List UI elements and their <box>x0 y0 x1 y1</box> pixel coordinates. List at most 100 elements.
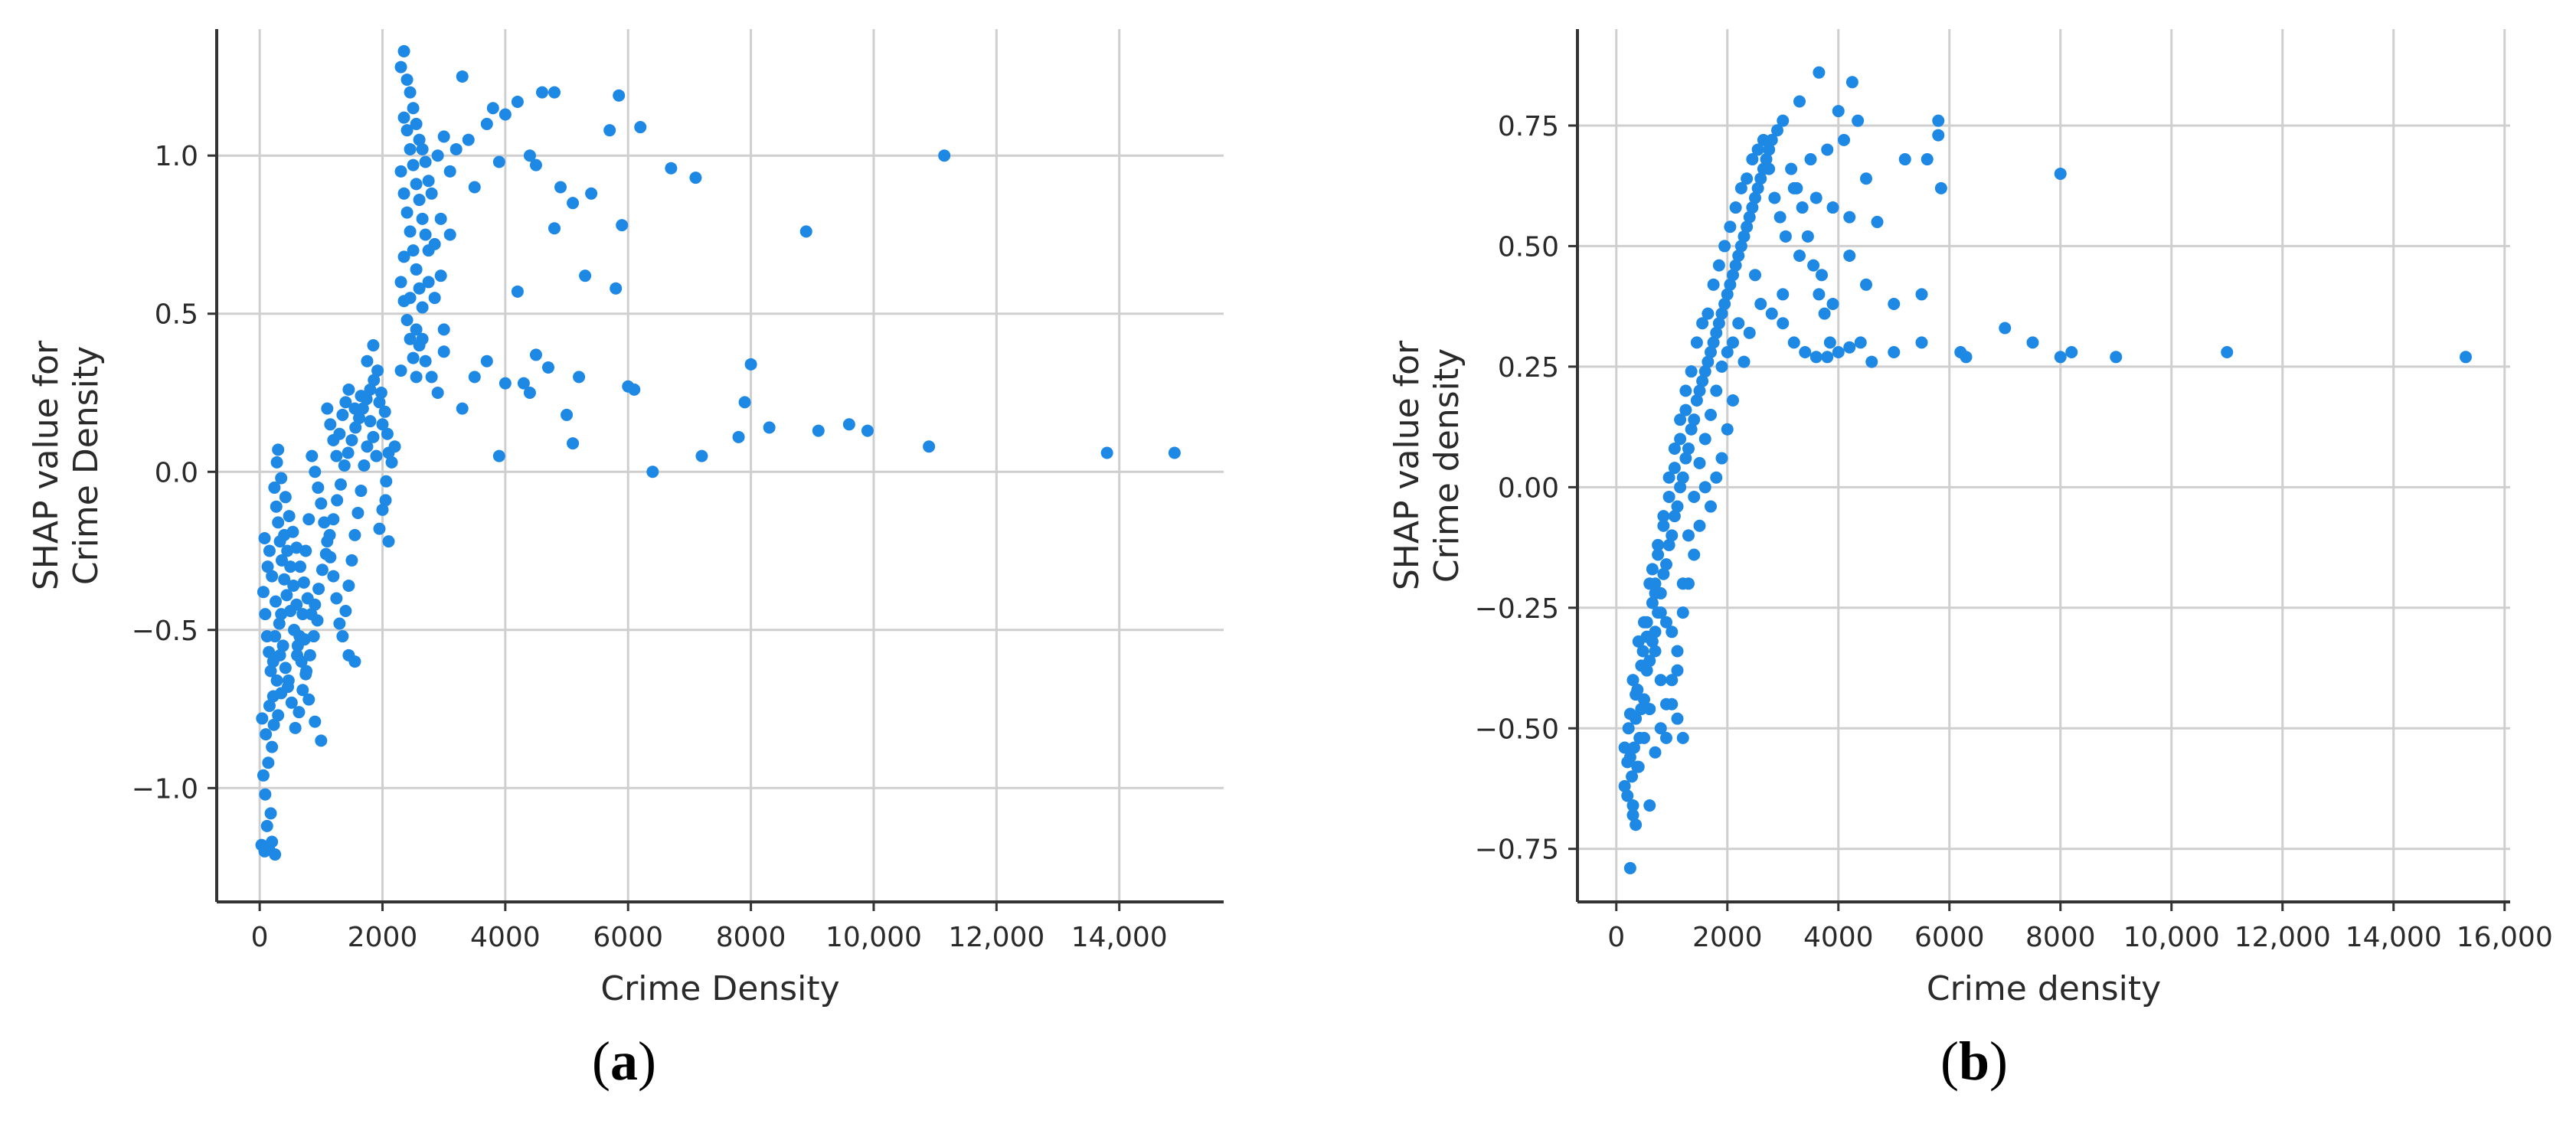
data-point <box>371 364 384 377</box>
data-point <box>258 532 271 544</box>
data-point <box>2054 167 2067 180</box>
data-point <box>1813 66 1826 79</box>
data-point <box>1754 172 1767 185</box>
data-point <box>413 194 426 207</box>
data-point <box>923 440 936 453</box>
data-point <box>345 554 358 567</box>
data-point <box>1660 616 1672 629</box>
data-point <box>361 354 374 368</box>
data-point <box>358 459 371 472</box>
data-point <box>529 348 542 361</box>
data-point <box>324 418 337 431</box>
data-point <box>284 560 297 573</box>
data-point <box>799 225 812 238</box>
data-point <box>394 276 407 289</box>
data-point <box>342 383 355 396</box>
data-point <box>270 500 283 513</box>
data-point <box>1932 114 1945 127</box>
data-point <box>1854 336 1867 349</box>
data-point <box>1757 133 1770 146</box>
data-point <box>1698 433 1711 446</box>
data-point <box>1826 298 1839 311</box>
data-point <box>378 405 391 418</box>
data-point <box>1707 278 1720 291</box>
data-point <box>603 124 616 137</box>
data-point <box>1777 288 1790 301</box>
data-point <box>541 361 554 374</box>
x-tick-label: 12,000 <box>2234 922 2331 953</box>
data-point <box>397 44 410 57</box>
data-point <box>1843 211 1856 224</box>
x-tick-label: 6000 <box>593 922 663 953</box>
data-point <box>266 740 279 753</box>
data-point <box>279 662 292 675</box>
data-point <box>535 86 548 99</box>
data-point <box>634 121 647 134</box>
data-point <box>1621 756 1634 769</box>
data-point <box>333 617 346 630</box>
data-point <box>1718 240 1731 253</box>
data-point <box>1657 510 1670 523</box>
x-tick-label: 16,000 <box>2457 922 2553 953</box>
data-point <box>269 595 282 608</box>
data-point <box>456 70 469 83</box>
data-point <box>327 513 340 526</box>
x-tick-label: 0 <box>1607 922 1625 953</box>
data-point <box>345 433 358 446</box>
data-point <box>1676 731 1689 744</box>
data-point <box>338 459 351 472</box>
data-point <box>1749 269 1761 282</box>
data-point <box>367 430 380 443</box>
data-point <box>1626 674 1639 687</box>
data-point <box>1787 336 1800 349</box>
data-point <box>1666 674 1679 687</box>
data-point <box>1652 538 1665 551</box>
data-point <box>267 718 280 731</box>
panel-label: (a) <box>592 1031 656 1092</box>
x-tick-label: 12,000 <box>948 922 1044 953</box>
data-point <box>1821 143 1834 156</box>
data-point <box>299 668 312 681</box>
data-point <box>1751 181 1764 194</box>
data-point <box>554 181 567 194</box>
data-point <box>2110 351 2123 364</box>
data-point <box>1660 731 1672 744</box>
data-point <box>413 133 426 146</box>
data-point <box>1793 95 1806 108</box>
data-point <box>272 709 285 722</box>
data-point <box>1843 341 1856 354</box>
data-point <box>1702 307 1715 320</box>
data-point <box>1168 446 1181 459</box>
data-point <box>1635 659 1648 672</box>
data-point <box>1674 433 1687 446</box>
data-point <box>315 734 328 747</box>
data-point <box>425 371 438 384</box>
data-point <box>812 424 825 437</box>
data-point <box>1666 697 1679 710</box>
data-point <box>416 212 429 225</box>
data-point <box>1763 162 1776 175</box>
data-point <box>1654 722 1667 735</box>
data-point <box>264 807 277 820</box>
data-point <box>339 605 352 617</box>
data-point <box>370 449 383 462</box>
data-point <box>1649 746 1662 759</box>
data-point <box>388 440 401 453</box>
data-point <box>1838 133 1850 146</box>
data-point <box>289 721 302 734</box>
data-point <box>449 142 463 155</box>
data-point <box>355 390 368 403</box>
data-point <box>1643 703 1656 716</box>
y-tick-label: 1.0 <box>155 141 198 172</box>
data-point <box>293 706 306 719</box>
data-point <box>1729 201 1742 214</box>
scatter-points <box>1618 66 2472 874</box>
data-point <box>397 250 410 263</box>
data-point <box>1932 129 1945 142</box>
data-point <box>410 117 423 130</box>
data-point <box>1707 336 1720 349</box>
panel-label: (b) <box>1940 1031 2008 1092</box>
y-tick-label: −0.5 <box>132 616 198 647</box>
data-point <box>1618 779 1631 792</box>
data-point <box>361 440 374 453</box>
